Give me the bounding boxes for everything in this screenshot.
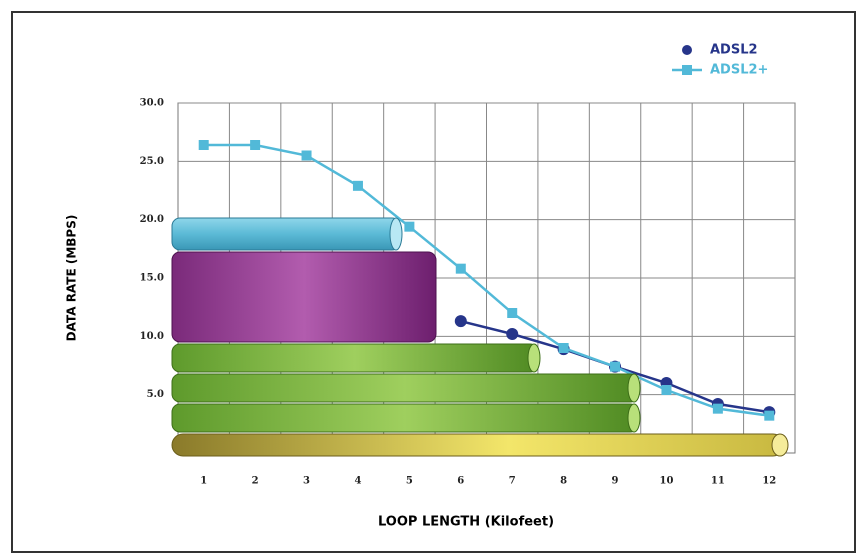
point — [506, 328, 518, 340]
cylinder-cap — [628, 374, 640, 402]
chart: DATA RATE (MBPS) LOOP LENGTH (Kilofeet) … — [0, 0, 867, 556]
x-tick-label: 9 — [612, 476, 619, 487]
point — [661, 385, 671, 395]
y-tick-label: 5.0 — [147, 389, 164, 400]
x-tick-label: 11 — [711, 476, 725, 487]
x-tick-label: 1 — [200, 476, 207, 487]
y-tick-label: 20.0 — [140, 214, 164, 225]
cylinder-cap — [528, 344, 540, 372]
point — [455, 315, 467, 327]
cylinder — [172, 374, 638, 402]
cylinder-cap — [772, 434, 788, 456]
x-tick-label: 3 — [303, 476, 310, 487]
x-tick-label: 7 — [509, 476, 516, 487]
point — [250, 140, 260, 150]
y-tick-label: 15.0 — [140, 273, 164, 284]
y-tick-label: 25.0 — [140, 156, 164, 167]
cylinder — [172, 404, 638, 432]
point — [199, 140, 209, 150]
legend-marker — [682, 65, 692, 75]
x-tick-label: 8 — [560, 476, 567, 487]
legend-label: ADSL2 — [710, 43, 758, 58]
y-tick-label: 30.0 — [140, 98, 164, 109]
cylinder — [172, 434, 784, 456]
x-tick-label: 5 — [406, 476, 413, 487]
point — [507, 308, 517, 318]
point — [353, 181, 363, 191]
point — [713, 404, 723, 414]
page: DATA RATE (MBPS) LOOP LENGTH (Kilofeet) … — [0, 0, 867, 560]
point — [456, 264, 466, 274]
x-tick-label: 12 — [762, 476, 776, 487]
point — [302, 151, 312, 161]
legend-marker — [682, 45, 692, 55]
cylinder — [172, 218, 400, 250]
y-tick-label: 10.0 — [140, 331, 164, 342]
cylinder-cap — [628, 404, 640, 432]
x-tick-label: 6 — [457, 476, 464, 487]
legend-label: ADSL2+ — [710, 63, 768, 78]
point — [404, 222, 414, 232]
x-axis-title: LOOP LENGTH (Kilofeet) — [378, 515, 554, 530]
x-tick-label: 10 — [659, 476, 673, 487]
point — [610, 362, 620, 372]
x-tick-label: 2 — [252, 476, 259, 487]
x-tick-label: 4 — [354, 476, 361, 487]
point — [559, 343, 569, 353]
point — [764, 411, 774, 421]
cylinder-cap — [390, 218, 402, 250]
cylinder — [172, 344, 538, 372]
cylinder — [172, 252, 436, 342]
y-axis-title: DATA RATE (MBPS) — [65, 215, 79, 342]
